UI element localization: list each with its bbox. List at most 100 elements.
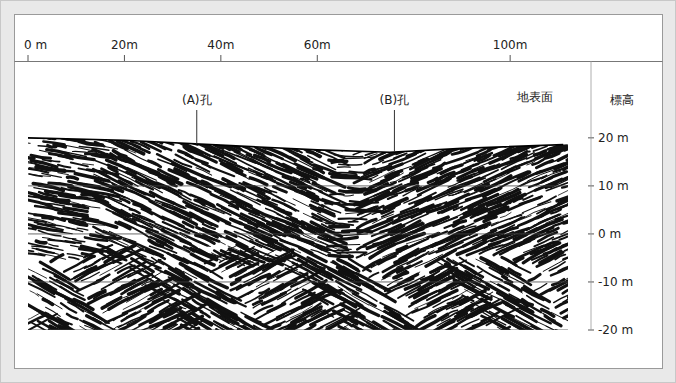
reflection xyxy=(51,133,71,135)
reflection xyxy=(509,269,520,275)
y-tick-label: 20 m xyxy=(598,131,629,145)
reflection xyxy=(543,254,574,271)
reflection xyxy=(183,271,196,278)
reflection xyxy=(557,190,587,201)
reflection xyxy=(367,136,390,145)
reflection xyxy=(444,132,458,139)
reflection xyxy=(544,332,569,347)
reflection xyxy=(337,251,366,253)
reflection xyxy=(500,241,530,254)
reflection xyxy=(379,330,398,341)
reflection xyxy=(570,254,600,268)
reflection xyxy=(573,216,582,219)
reflection xyxy=(573,241,606,259)
reflection xyxy=(393,130,412,138)
reflection xyxy=(513,119,544,133)
reflection xyxy=(83,164,94,165)
reflection xyxy=(366,132,395,143)
reflection xyxy=(457,138,478,148)
reflection xyxy=(557,123,579,132)
reflection xyxy=(426,237,459,249)
reflection xyxy=(551,267,570,276)
reflection xyxy=(78,222,105,225)
reflection xyxy=(428,123,446,131)
reflection xyxy=(75,335,89,342)
reflection xyxy=(363,265,375,271)
reflection xyxy=(37,294,62,309)
reflection xyxy=(399,205,433,218)
reflection xyxy=(37,249,54,253)
reflection xyxy=(166,294,199,311)
reflection xyxy=(264,131,289,142)
reflection xyxy=(73,239,85,242)
reflection xyxy=(238,291,253,298)
reflection xyxy=(563,285,580,294)
reflection xyxy=(327,246,346,248)
reflection xyxy=(451,278,471,289)
reflection xyxy=(579,167,608,177)
x-tick xyxy=(220,55,221,61)
reflection xyxy=(75,174,108,181)
reflection xyxy=(404,138,421,146)
reflection xyxy=(193,300,203,306)
reflection xyxy=(465,126,495,138)
reflection xyxy=(217,336,250,356)
reflection xyxy=(237,283,250,290)
reflection xyxy=(330,237,357,239)
reflection xyxy=(382,334,403,345)
reflection xyxy=(517,276,526,281)
reflection xyxy=(568,239,600,251)
reflection xyxy=(570,226,599,237)
reflection xyxy=(568,307,580,313)
reflection xyxy=(271,169,283,175)
grid-line xyxy=(28,185,568,186)
x-tick xyxy=(124,55,125,61)
panel xyxy=(15,15,663,369)
reflection xyxy=(23,250,34,251)
x-tick-label: 40m xyxy=(207,38,234,52)
reflection xyxy=(571,249,582,253)
reflection xyxy=(93,318,121,333)
reflection xyxy=(575,142,592,150)
reflection xyxy=(355,320,364,325)
reflection xyxy=(285,138,311,148)
reflection xyxy=(196,209,230,223)
reflection xyxy=(329,255,352,256)
x-tick xyxy=(317,55,318,61)
reflection xyxy=(361,207,376,213)
reflection xyxy=(24,314,48,326)
reflection xyxy=(289,322,306,331)
reflection xyxy=(570,210,597,222)
x-tick xyxy=(510,55,511,61)
reflection xyxy=(49,289,75,302)
reflection xyxy=(38,132,54,136)
reflection xyxy=(581,282,590,287)
reflections xyxy=(18,116,610,355)
reflection xyxy=(510,130,525,138)
reflection xyxy=(536,161,552,168)
reflection xyxy=(156,137,173,144)
reflection xyxy=(398,126,424,136)
reflection xyxy=(402,334,424,348)
reflection xyxy=(545,134,555,138)
reflection xyxy=(570,212,602,226)
reflection xyxy=(554,294,573,303)
reflection xyxy=(58,173,69,175)
reflection xyxy=(406,131,422,138)
reflection xyxy=(515,258,523,262)
reflection xyxy=(266,326,289,336)
reflection xyxy=(258,195,269,200)
surface-line xyxy=(28,138,563,152)
reflection xyxy=(49,329,82,349)
reflection xyxy=(335,244,360,245)
reflection xyxy=(572,271,593,281)
reflection xyxy=(319,191,347,204)
reflection xyxy=(382,276,391,280)
reflection xyxy=(327,250,349,252)
reflection xyxy=(344,195,354,196)
reflection xyxy=(357,203,372,209)
reflection xyxy=(362,122,396,134)
reflection xyxy=(500,213,511,218)
reflection xyxy=(352,140,385,143)
reflection xyxy=(394,330,413,341)
